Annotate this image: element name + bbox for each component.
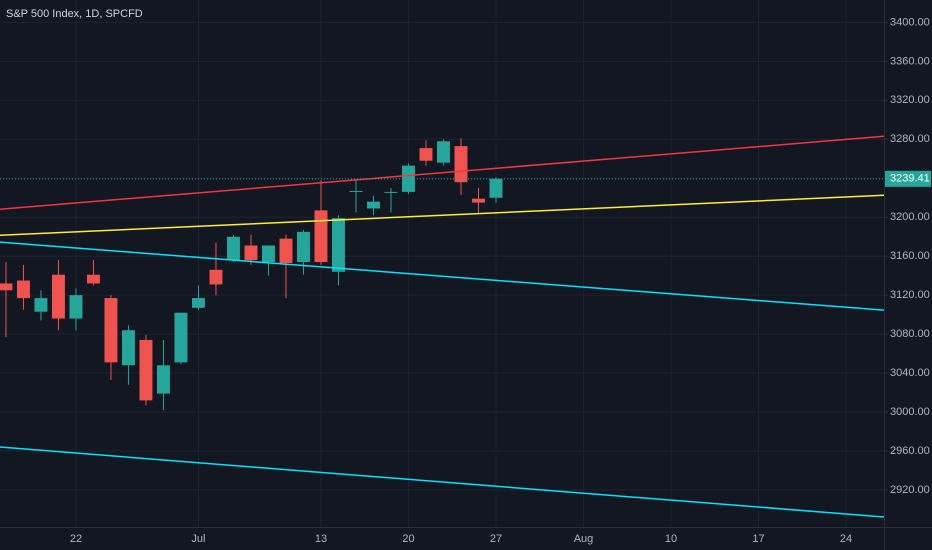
chart-title: S&P 500 Index, 1D, SPCFD: [6, 8, 143, 20]
last-price-box: [885, 170, 931, 187]
candle-body: [297, 231, 310, 263]
candle-body: [174, 312, 188, 363]
candle-body: [156, 365, 170, 394]
candle-body: [332, 218, 345, 272]
y-tick-label: 2920.00: [890, 484, 930, 496]
candle-body: [437, 141, 450, 163]
x-tick-label: 17: [752, 533, 764, 545]
x-tick-label: 24: [840, 533, 852, 545]
candle-body: [69, 295, 83, 319]
x-tick-label: 10: [665, 533, 677, 545]
candle-body: [384, 191, 398, 193]
y-tick-label: 3200.00: [890, 211, 930, 223]
candle-body: [104, 298, 118, 363]
candle-body: [454, 146, 468, 183]
trend-line: [0, 194, 885, 236]
y-tick-label: 3120.00: [890, 289, 930, 301]
candle-body: [139, 339, 153, 401]
y-tick-label: 3400.00: [890, 16, 930, 28]
y-tick-label: 3360.00: [890, 55, 930, 67]
y-tick-label: 3040.00: [890, 367, 930, 379]
candle-body: [121, 330, 135, 366]
candle-body: [191, 298, 205, 308]
x-tick-label: 20: [402, 533, 414, 545]
candle-body: [51, 274, 65, 319]
candle-body: [244, 245, 258, 261]
y-tick-label: 3160.00: [890, 250, 930, 262]
x-tick-label: Aug: [574, 533, 594, 545]
trend-line: [0, 241, 885, 311]
candle-body: [261, 245, 275, 263]
x-tick-label: 22: [70, 533, 82, 545]
candle-body: [279, 238, 293, 264]
candle-body: [209, 269, 223, 285]
candle-body: [367, 201, 380, 209]
y-tick-label: 2960.00: [890, 445, 930, 457]
y-tick-label: 3280.00: [890, 133, 930, 145]
candle-body: [16, 280, 30, 299]
candle-body: [419, 148, 433, 161]
candle-body: [349, 190, 363, 192]
trend-line: [0, 446, 885, 518]
last-price-label: 3239.41: [890, 173, 930, 185]
x-tick-label: 13: [315, 533, 327, 545]
y-tick-label: 3080.00: [890, 328, 930, 340]
candle-body: [489, 178, 503, 198]
trend-line: [0, 135, 885, 210]
candle-body: [0, 283, 13, 291]
x-tick-label: 27: [490, 533, 502, 545]
candle-body: [226, 236, 240, 261]
candle-body: [472, 198, 485, 203]
candle-body: [34, 298, 48, 312]
x-tick-label: Jul: [191, 533, 205, 545]
y-tick-label: 3320.00: [890, 94, 930, 106]
y-tick-label: 3000.00: [890, 406, 930, 418]
candle-body: [314, 210, 328, 263]
candle-body: [86, 274, 100, 284]
